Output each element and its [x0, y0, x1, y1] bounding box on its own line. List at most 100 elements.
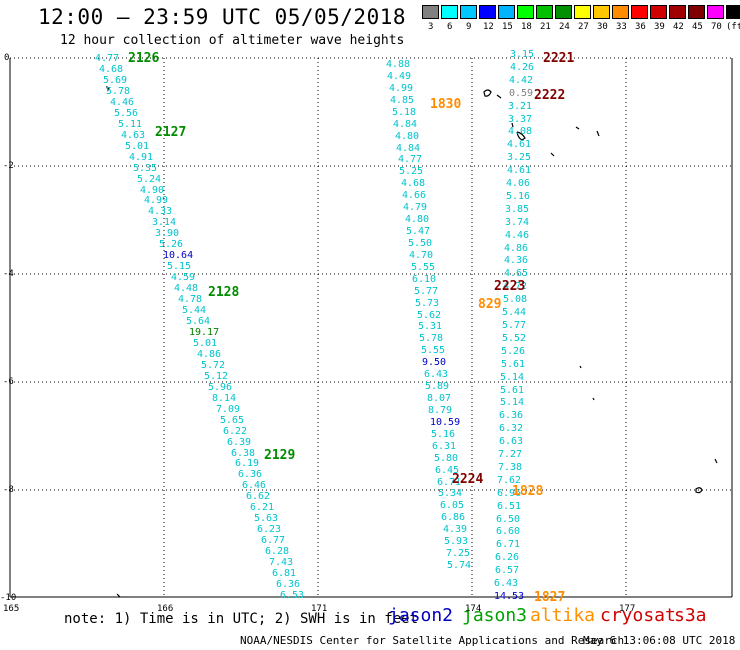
wave-height-value: 5.73: [415, 298, 440, 309]
wave-height-value: 4.68: [99, 64, 124, 75]
wave-height-value: 5.16: [506, 191, 531, 202]
wave-height-value: 6.45: [435, 465, 460, 476]
legend-s3a: s3a: [674, 605, 707, 626]
y-label-2: -2: [3, 161, 14, 171]
wave-height-value: 3.37: [508, 114, 533, 125]
wave-height-value: 4.66: [402, 190, 427, 201]
pass-2221: 2221: [543, 51, 575, 66]
colorbar-swatch: [422, 5, 439, 19]
colorbar-swatch: [460, 5, 477, 19]
pass-1827: 1827: [534, 590, 566, 605]
wave-height-value: 5.52: [502, 333, 527, 344]
colorbar-swatch: [726, 5, 740, 19]
wave-height-value: 3.14: [152, 217, 177, 228]
colorbar-label: 6: [447, 22, 453, 32]
colorbar-swatch: [593, 5, 610, 19]
colorbar-swatch: [612, 5, 629, 19]
colorbar-swatch: [574, 5, 591, 19]
wave-height-value: 5.34: [438, 488, 463, 499]
wave-height-value: 5.69: [103, 75, 128, 86]
x-label-177: 177: [619, 604, 636, 614]
wave-height-value: 3.90: [155, 228, 180, 239]
colorbar-label: 30: [597, 22, 608, 32]
wave-height-value: 4.42: [509, 75, 534, 86]
colorbar-swatch: [536, 5, 553, 19]
wave-height-value: 4.61: [507, 139, 532, 150]
colorbar-label: 9: [466, 22, 472, 32]
footer-note: note: 1) Time is in UTC; 2) SWH is in fe…: [64, 611, 419, 627]
wave-height-value: 5.14: [500, 397, 525, 408]
wave-height-value: 4.08: [508, 126, 533, 137]
wave-height-value: 5.63: [254, 513, 279, 524]
wave-height-value: 5.78: [419, 333, 444, 344]
wave-height-value: 5.93: [444, 536, 469, 547]
wave-height-value: 8.79: [428, 405, 453, 416]
wave-height-value: 7.62: [497, 475, 522, 486]
wave-height-value: 4.59: [171, 272, 196, 283]
wave-height-value: 6.46: [242, 480, 267, 491]
pass-1828: 1828: [512, 484, 544, 499]
colorbar-label: 3: [428, 22, 434, 32]
colorbar-swatch: [707, 5, 724, 19]
x-label-174: 174: [465, 604, 482, 614]
wave-height-value: 3.21: [508, 101, 533, 112]
y-label-6: -6: [3, 377, 14, 387]
wave-height-value: 9.50: [422, 357, 447, 368]
wave-height-value: 6.63: [499, 436, 524, 447]
wave-height-value: 6.81: [272, 568, 297, 579]
legend-jason3: jason3: [462, 605, 528, 626]
wave-height-value: 19.17: [189, 327, 220, 338]
wave-height-value: 5.44: [182, 305, 207, 316]
wave-height-value: 5.55: [411, 262, 436, 273]
wave-height-value: 5.62: [417, 310, 442, 321]
map-subtitle: 12 hour collection of altimeter wave hei…: [60, 33, 405, 48]
wave-height-value: 7.09: [216, 404, 241, 415]
wave-height-value: 4.99: [144, 195, 169, 206]
wave-height-value: 5.65: [220, 415, 245, 426]
wave-height-value: 6.26: [495, 552, 520, 563]
colorbar-label: 36: [635, 22, 646, 32]
colorbar-label: 70: [711, 22, 722, 32]
wave-height-value: 5.89: [425, 381, 450, 392]
colorbar-swatch: [441, 5, 458, 19]
wave-height-value: 4.91: [129, 152, 154, 163]
wave-height-value: 5.16: [431, 429, 456, 440]
colorbar-swatch: [631, 5, 648, 19]
wave-height-value: 4.26: [510, 62, 535, 73]
wave-height-value: 4.65: [504, 268, 529, 279]
pass-2129: 2129: [264, 448, 296, 463]
y-label-0: 0: [4, 53, 10, 63]
wave-height-value: 3.85: [505, 204, 530, 215]
wave-height-value: 5.15: [167, 261, 192, 272]
x-label-166: 166: [157, 604, 174, 614]
wave-height-value: 4.80: [405, 214, 430, 225]
wave-height-value: 4.46: [505, 230, 530, 241]
legend-jason2: jason2: [388, 605, 454, 626]
wave-height-value: 4.79: [403, 202, 428, 213]
wave-height-value: 4.90: [140, 185, 165, 196]
wave-height-value: 5.64: [186, 316, 211, 327]
wave-height-value: 4.49: [387, 71, 412, 82]
wave-height-value: 8.07: [427, 393, 452, 404]
colorbar-label: 21: [540, 22, 551, 32]
wave-height-value: 5.31: [418, 321, 443, 332]
wave-height-value: 5.44: [502, 307, 527, 318]
wave-height-value: 5.77: [502, 320, 527, 331]
wave-height-value: 5.78: [106, 86, 131, 97]
map-title: 12:00 – 23:59 UTC 05/05/2018: [38, 5, 407, 29]
wave-height-value: 6.51: [497, 501, 522, 512]
wave-height-value: 4.84: [396, 143, 421, 154]
colorbar-label: 33: [616, 22, 627, 32]
wave-height-value: 4.86: [504, 243, 529, 254]
wave-height-value: 3.74: [505, 217, 530, 228]
colorbar-label: 45: [692, 22, 703, 32]
x-label-165: 165: [3, 604, 20, 614]
pass-2126: 2126: [128, 51, 160, 66]
wave-height-value: 4.85: [390, 95, 415, 106]
wave-height-value: 6.28: [265, 546, 290, 557]
wave-height-value: 6.22: [223, 426, 248, 437]
wave-height-value: 4.99: [389, 83, 414, 94]
colorbar-label: 18: [521, 22, 532, 32]
wave-height-value: 6.71: [496, 539, 521, 550]
wave-height-value: 8.14: [212, 393, 237, 404]
